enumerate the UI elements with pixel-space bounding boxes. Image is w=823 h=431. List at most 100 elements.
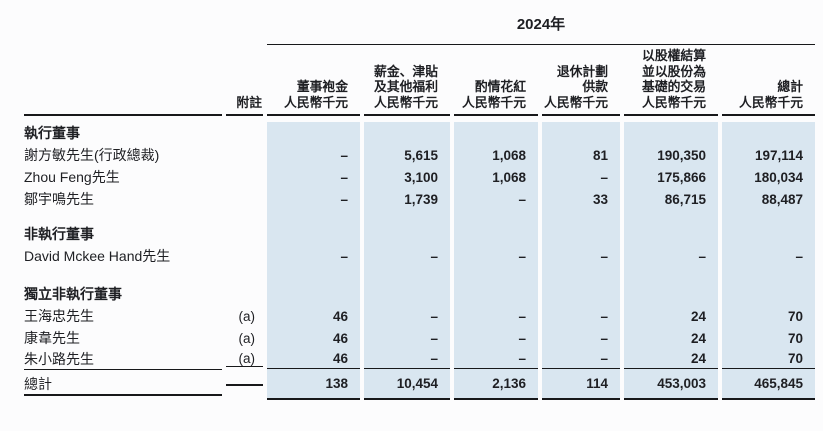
value-cell-total bbox=[722, 210, 815, 223]
table-header: 附註 董事袍金 人民幣千元 薪金、津貼 及其他福利 人民幣千元 酌情花紅 人民幣千元 退休計劃供… bbox=[24, 48, 815, 116]
value-cell-equity: 86,715 bbox=[624, 188, 718, 210]
column-header-line: 酌情花紅 bbox=[474, 79, 526, 94]
column-header-line: 及其他福利 bbox=[374, 79, 438, 94]
note-cell bbox=[226, 275, 263, 276]
column-header-line: 總計 bbox=[777, 79, 803, 94]
value-cell-total bbox=[722, 223, 815, 245]
value-cell-fees: – bbox=[267, 245, 360, 267]
remuneration-table: 2024年 附註 董事袍金 人民幣千元 薪金、津貼 及其他福利 人民幣千元 酌情花紅 人民幣千… bbox=[24, 0, 815, 400]
value-cell-retirement bbox=[542, 283, 620, 305]
note-cell bbox=[226, 133, 263, 134]
value-cell-equity: 24 bbox=[624, 327, 718, 349]
year-band: 2024年 bbox=[24, 0, 815, 48]
value-cell-equity: – bbox=[624, 245, 718, 267]
value-cell-bonus: 1,068 bbox=[454, 144, 538, 166]
column-header-line: 人民幣千元 bbox=[739, 94, 803, 110]
header-name-spacer bbox=[24, 110, 222, 116]
section-row: 獨立非執行董事 bbox=[24, 283, 815, 305]
value-cell-salaries: 1,739 bbox=[364, 188, 450, 210]
row-label: 王海忠先生 bbox=[24, 308, 94, 324]
value-cell-equity: 190,350 bbox=[624, 144, 718, 166]
column-header-line: 基礎的交易 bbox=[642, 79, 706, 94]
table-body: 執行董事 謝方敏先生(行政總裁) –5,615 1,068 81 190,350 197,1… bbox=[24, 116, 815, 400]
note-cell bbox=[226, 216, 263, 217]
row-label: 非執行董事 bbox=[24, 226, 94, 242]
value-cell-equity: 175,866 bbox=[624, 166, 718, 188]
value-cell-salaries bbox=[364, 267, 450, 283]
value-cell-fees: – bbox=[267, 166, 360, 188]
column-header-equity: 以股權結算 並以股份為 基礎的交易 人民幣千元 bbox=[624, 48, 718, 116]
value-cell-salaries: 5,615 bbox=[364, 144, 450, 166]
value-cell-total: 180,034 bbox=[722, 166, 815, 188]
year-header: 2024年 bbox=[516, 16, 566, 33]
column-header-line: 人民幣千元 bbox=[374, 94, 438, 110]
value-cell-retirement bbox=[542, 223, 620, 245]
value-cell-equity: 453,003 bbox=[624, 369, 718, 400]
note-cell bbox=[226, 234, 263, 235]
value-cell-bonus: – bbox=[454, 327, 538, 349]
value-cell-fees: 46 bbox=[267, 327, 360, 349]
value-cell-fees: – bbox=[267, 188, 360, 210]
note-cell bbox=[226, 177, 263, 178]
value-cell-fees bbox=[267, 283, 360, 305]
row-label: 獨立非執行董事 bbox=[24, 286, 122, 302]
row-label: Zhou Feng先生 bbox=[24, 169, 120, 185]
column-header-line: 董事袍金 bbox=[296, 79, 348, 94]
row-label bbox=[24, 275, 222, 276]
row-label: David Mckee Hand先生 bbox=[24, 248, 171, 264]
spacer-row bbox=[24, 210, 815, 223]
section-row: 執行董事 bbox=[24, 116, 815, 144]
row-label: 謝方敏先生(行政總裁) bbox=[24, 147, 160, 163]
column-header-fees: 董事袍金 人民幣千元 bbox=[267, 79, 360, 116]
value-cell-retirement: – bbox=[542, 327, 620, 349]
value-cell-bonus bbox=[454, 223, 538, 245]
value-cell-fees bbox=[267, 223, 360, 245]
value-cell-retirement bbox=[542, 122, 620, 144]
note-cell bbox=[226, 199, 263, 200]
note-cell: (a) bbox=[238, 308, 256, 324]
data-row: 鄒宇鳴先生 –1,739–33 86,715 88,487 bbox=[24, 188, 815, 210]
value-cell-bonus bbox=[454, 267, 538, 283]
column-header-line: 退休計劃 bbox=[556, 63, 608, 79]
data-row: Zhou Feng先生 –3,100 1,068–175,866 180,034 bbox=[24, 166, 815, 188]
data-row: 康韋先生 (a) 46– – –24 70 bbox=[24, 327, 815, 349]
value-cell-retirement bbox=[542, 267, 620, 283]
value-cell-salaries bbox=[364, 283, 450, 305]
value-cell-retirement: – bbox=[542, 305, 620, 327]
column-header-line: 並以股份為 bbox=[642, 63, 706, 79]
value-cell-bonus: – bbox=[454, 305, 538, 327]
value-cell-fees bbox=[267, 122, 360, 144]
value-cell-equity bbox=[624, 122, 718, 144]
value-cell-total: 197,114 bbox=[722, 144, 815, 166]
value-cell-equity bbox=[624, 283, 718, 305]
note-cell bbox=[226, 256, 263, 257]
value-cell-total bbox=[722, 267, 815, 283]
value-cell-retirement: 114 bbox=[542, 369, 620, 400]
column-header-line: 薪金、津貼 bbox=[374, 63, 438, 79]
column-header-line: 供款 bbox=[582, 79, 608, 94]
value-cell-total: 465,845 bbox=[722, 369, 815, 400]
total-row: 總計 138 10,454 2,136 114 453,003 465,845 bbox=[24, 369, 815, 400]
value-cell-fees: 46 bbox=[267, 305, 360, 327]
value-cell-retirement: – bbox=[542, 166, 620, 188]
value-cell-retirement: 33 bbox=[542, 188, 620, 210]
value-cell-bonus: – bbox=[454, 188, 538, 210]
row-label: 朱小路先生 bbox=[24, 349, 222, 370]
note-cell: (a) bbox=[238, 330, 256, 346]
value-cell-bonus: – bbox=[454, 349, 538, 369]
value-cell-retirement: 81 bbox=[542, 144, 620, 166]
value-cell-equity: 24 bbox=[624, 305, 718, 327]
column-header-note: 附註 bbox=[226, 95, 263, 116]
column-header-bonus: 酌情花紅 人民幣千元 bbox=[454, 79, 538, 116]
value-cell-fees: 138 bbox=[267, 369, 360, 400]
note-cell bbox=[226, 155, 263, 156]
column-header-line: 以股權結算 bbox=[642, 48, 706, 63]
column-header-line: 人民幣千元 bbox=[544, 94, 608, 110]
value-cell-equity: 24 bbox=[624, 349, 718, 369]
value-cell-salaries: 10,454 bbox=[364, 369, 450, 400]
data-row: 朱小路先生 (a) 46– – –24 70 bbox=[24, 349, 815, 370]
row-label: 執行董事 bbox=[24, 125, 80, 141]
value-cell-retirement: – bbox=[542, 349, 620, 369]
value-cell-salaries: 3,100 bbox=[364, 166, 450, 188]
